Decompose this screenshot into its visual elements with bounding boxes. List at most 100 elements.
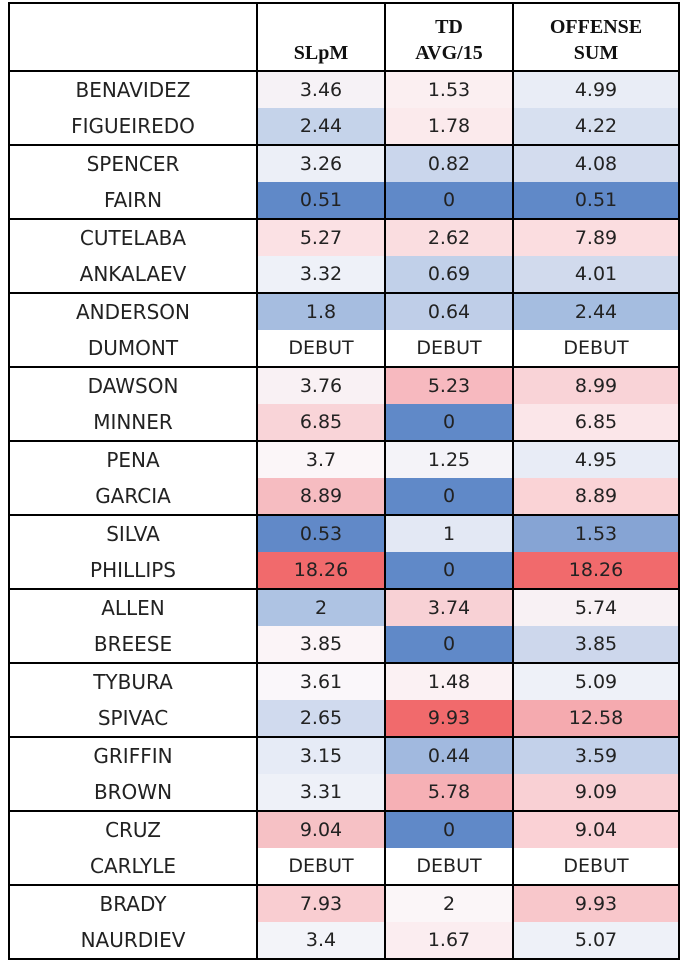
offense-sum-cell: DEBUT — [513, 330, 680, 367]
td-avg-cell: 0.44 — [385, 736, 514, 774]
slpm-cell: 8.89 — [257, 478, 386, 515]
table-row: ALLEN 2 3.74 5.74 — [8, 588, 680, 626]
td-avg-cell: 5.78 — [385, 774, 514, 811]
offense-sum-cell: 12.58 — [513, 700, 680, 737]
td-avg-cell: 0 — [385, 404, 514, 441]
table-row: BRADY 7.93 2 9.93 — [8, 884, 680, 922]
table-header: SLpM TD AVG/15 OFFENSE SUM — [8, 2, 680, 72]
slpm-cell: 0.51 — [257, 182, 386, 219]
fighter-name-cell: SPENCER — [8, 144, 258, 182]
fighter-name-cell: DUMONT — [8, 330, 258, 367]
fighter-name-cell: BRADY — [8, 884, 258, 922]
table-row: FIGUEIREDO 2.44 1.78 4.22 — [8, 108, 680, 145]
slpm-cell: DEBUT — [257, 848, 386, 885]
td-avg-cell: 0.82 — [385, 144, 514, 182]
table-row: DUMONT DEBUT DEBUT DEBUT — [8, 330, 680, 367]
table-row: GARCIA 8.89 0 8.89 — [8, 478, 680, 515]
offense-sum-cell: 0.51 — [513, 182, 680, 219]
slpm-cell: 7.93 — [257, 884, 386, 922]
slpm-cell: 6.85 — [257, 404, 386, 441]
td-avg-cell: 1.48 — [385, 662, 514, 700]
fighter-name-cell: BREESE — [8, 626, 258, 663]
fighter-name-cell: BROWN — [8, 774, 258, 811]
table-row: FAIRN 0.51 0 0.51 — [8, 182, 680, 219]
td-avg-cell: 1.67 — [385, 922, 514, 960]
fighter-name-cell: ANDERSON — [8, 292, 258, 330]
header-sum-line1: OFFENSE — [549, 16, 643, 38]
table-row: MINNER 6.85 0 6.85 — [8, 404, 680, 441]
offense-sum-cell: 4.99 — [513, 70, 680, 108]
td-avg-cell: DEBUT — [385, 330, 514, 367]
td-avg-cell: 0 — [385, 626, 514, 663]
slpm-cell: 3.61 — [257, 662, 386, 700]
fighter-name-cell: ANKALAEV — [8, 256, 258, 293]
slpm-cell: 3.76 — [257, 366, 386, 404]
fighter-name-cell: ALLEN — [8, 588, 258, 626]
offense-sum-cell: 4.08 — [513, 144, 680, 182]
offense-sum-cell: DEBUT — [513, 848, 680, 885]
offense-sum-cell: 4.95 — [513, 440, 680, 478]
td-avg-cell: 1.53 — [385, 70, 514, 108]
slpm-cell: 3.32 — [257, 256, 386, 293]
td-avg-cell: 2 — [385, 884, 514, 922]
slpm-cell: 3.26 — [257, 144, 386, 182]
offense-sum-cell: 5.07 — [513, 922, 680, 960]
table-row: SPENCER 3.26 0.82 4.08 — [8, 144, 680, 182]
table-row: SILVA 0.53 1 1.53 — [8, 514, 680, 552]
table-body: BENAVIDEZ 3.46 1.53 4.99 FIGUEIREDO 2.44 1.78 4… — [8, 70, 680, 960]
table-row: ANKALAEV 3.32 0.69 4.01 — [8, 256, 680, 293]
slpm-cell: 3.46 — [257, 70, 386, 108]
fighter-name-cell: PENA — [8, 440, 258, 478]
table-row: BROWN 3.31 5.78 9.09 — [8, 774, 680, 811]
td-avg-cell: DEBUT — [385, 848, 514, 885]
stats-table-container: SLpM TD AVG/15 OFFENSE SUM BENAVIDEZ 3.46… — [8, 2, 680, 974]
table-row: PHILLIPS 18.26 0 18.26 — [8, 552, 680, 589]
td-avg-cell: 1.25 — [385, 440, 514, 478]
header-sum-line2: SUM — [573, 42, 619, 64]
header-row: SLpM TD AVG/15 OFFENSE SUM — [8, 2, 680, 72]
offense-sum-cell: 4.22 — [513, 108, 680, 145]
table-row: PENA 3.7 1.25 4.95 — [8, 440, 680, 478]
header-td-line1: TD — [435, 16, 463, 38]
td-avg-cell: 0 — [385, 182, 514, 219]
fighter-name-cell: PHILLIPS — [8, 552, 258, 589]
header-name-col — [8, 2, 258, 72]
fighter-name-cell: MINNER — [8, 404, 258, 441]
fighter-name-cell: CRUZ — [8, 810, 258, 848]
td-avg-cell: 0.64 — [385, 292, 514, 330]
offense-sum-cell: 9.04 — [513, 810, 680, 848]
offense-sum-cell: 3.85 — [513, 626, 680, 663]
slpm-cell: 3.31 — [257, 774, 386, 811]
fighter-name-cell: GRIFFIN — [8, 736, 258, 774]
fighter-name-cell: FAIRN — [8, 182, 258, 219]
header-td-avg: TD AVG/15 — [384, 2, 514, 72]
td-avg-cell: 0.69 — [385, 256, 514, 293]
fighter-name-cell: GARCIA — [8, 478, 258, 515]
fighter-name-cell: CARLYLE — [8, 848, 258, 885]
td-avg-cell: 5.23 — [385, 366, 514, 404]
offense-sum-cell: 8.89 — [513, 478, 680, 515]
offense-sum-cell: 9.09 — [513, 774, 680, 811]
slpm-cell: DEBUT — [257, 330, 386, 367]
slpm-cell: 5.27 — [257, 218, 386, 256]
table-row: ANDERSON 1.8 0.64 2.44 — [8, 292, 680, 330]
offense-sum-cell: 3.59 — [513, 736, 680, 774]
td-avg-cell: 9.93 — [385, 700, 514, 737]
slpm-cell: 2 — [257, 588, 386, 626]
offense-sum-cell: 6.85 — [513, 404, 680, 441]
slpm-cell: 9.04 — [257, 810, 386, 848]
fighter-name-cell: NAURDIEV — [8, 922, 258, 960]
td-avg-cell: 0 — [385, 810, 514, 848]
offense-sum-cell: 5.09 — [513, 662, 680, 700]
table-row: DAWSON 3.76 5.23 8.99 — [8, 366, 680, 404]
slpm-cell: 2.44 — [257, 108, 386, 145]
slpm-cell: 0.53 — [257, 514, 386, 552]
table-row: BENAVIDEZ 3.46 1.53 4.99 — [8, 70, 680, 108]
slpm-cell: 3.85 — [257, 626, 386, 663]
fighter-name-cell: DAWSON — [8, 366, 258, 404]
slpm-cell: 2.65 — [257, 700, 386, 737]
offense-sum-cell: 7.89 — [513, 218, 680, 256]
td-avg-cell: 0 — [385, 552, 514, 589]
fighter-name-cell: CUTELABA — [8, 218, 258, 256]
slpm-cell: 1.8 — [257, 292, 386, 330]
